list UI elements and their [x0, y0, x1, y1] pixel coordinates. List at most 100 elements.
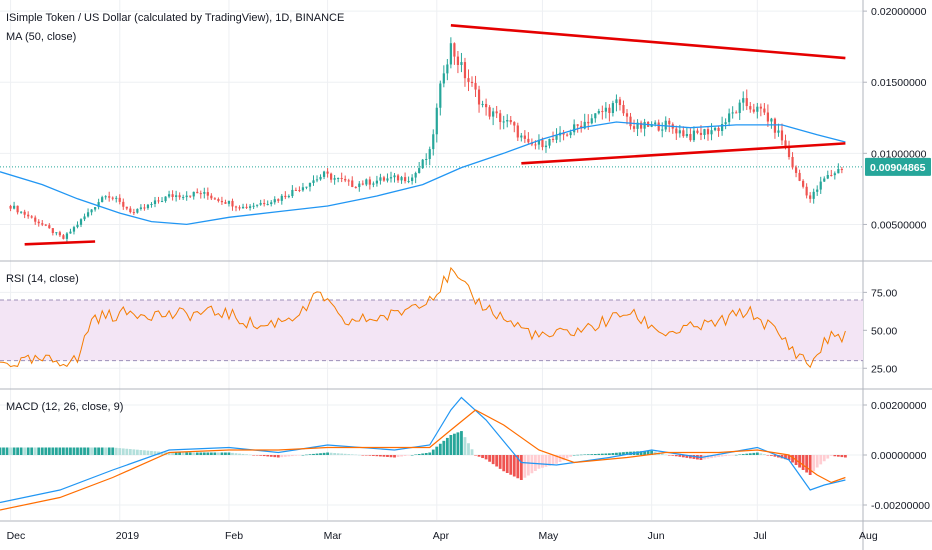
- candle-body: [432, 134, 435, 150]
- candle-body: [94, 207, 97, 210]
- candle-body: [601, 111, 604, 113]
- candle-body: [636, 122, 639, 129]
- macd-histogram-bar: [248, 454, 252, 456]
- macd-pane[interactable]: MACD (12, 26, close, 9): [0, 396, 847, 511]
- macd-histogram-bar: [343, 453, 347, 455]
- candle-body: [312, 180, 315, 183]
- macd-histogram-bar: [435, 446, 439, 455]
- candle-body: [365, 179, 368, 185]
- macd-histogram-bar: [586, 454, 590, 455]
- macd-histogram-bar: [58, 447, 62, 455]
- macd-histogram-bar: [100, 447, 104, 455]
- macd-histogram-bar: [30, 447, 34, 455]
- macd-histogram-bar: [604, 453, 608, 455]
- macd-histogram-bar: [23, 447, 27, 455]
- macd-histogram-bar: [467, 443, 470, 455]
- macd-histogram-bar: [569, 455, 573, 457]
- macd-histogram-bar: [329, 452, 333, 455]
- rsi-pane[interactable]: RSI (14, close): [0, 266, 863, 369]
- trendline[interactable]: [24, 240, 96, 246]
- candle-body: [780, 130, 784, 141]
- candle-body: [351, 180, 354, 187]
- macd-histogram-bar: [770, 455, 773, 456]
- candle-body: [742, 98, 745, 103]
- macd-histogram-bar: [368, 455, 372, 456]
- candle-body: [206, 192, 209, 196]
- candle-body: [111, 197, 114, 199]
- macd-histogram-bar: [195, 452, 199, 455]
- macd-histogram-bar: [231, 452, 234, 455]
- candle-body: [185, 195, 188, 198]
- candle-body: [488, 107, 491, 117]
- time-axis[interactable]: Dec 2019 Feb Mar Apr May Jun Jul Aug: [7, 530, 878, 542]
- candle-body: [153, 200, 157, 205]
- candle-body: [171, 194, 174, 197]
- trendline[interactable]: [521, 142, 846, 165]
- candle-body: [34, 217, 37, 222]
- candle-body: [685, 134, 688, 137]
- macd-histogram-bar: [576, 454, 580, 456]
- macd-histogram-bar: [121, 448, 125, 455]
- macd-histogram-bar: [340, 453, 344, 455]
- macd-histogram-bar: [745, 453, 749, 455]
- candle-body: [361, 183, 364, 185]
- macd-histogram-bar: [403, 455, 407, 456]
- candle-body: [456, 56, 460, 65]
- candle-body: [516, 125, 519, 138]
- macd-axis-label: 0.00200000: [871, 400, 927, 412]
- candle-body: [90, 209, 93, 213]
- macd-histogram-bar: [678, 455, 682, 457]
- macd-histogram-bar: [153, 451, 157, 455]
- macd-histogram-bar: [463, 437, 467, 455]
- candle-body: [551, 138, 555, 140]
- macd-histogram-bar: [484, 455, 488, 460]
- macd-histogram-bar: [516, 455, 520, 479]
- macd-histogram-bar: [590, 454, 594, 455]
- macd-histogram-bar: [583, 454, 587, 455]
- macd-histogram-bar: [600, 453, 604, 455]
- candle-body: [322, 171, 326, 177]
- price-axis[interactable]: 0.00500000 0.01000000 0.01500000 0.02000000…: [863, 6, 931, 512]
- candle-body: [379, 177, 382, 181]
- candle-body: [537, 139, 541, 145]
- candle-body: [477, 89, 481, 105]
- macd-histogram-bar: [748, 453, 752, 455]
- candle-body: [259, 203, 262, 205]
- macd-histogram-bar: [773, 455, 777, 457]
- trendline[interactable]: [450, 24, 846, 60]
- candle-body: [83, 216, 86, 220]
- candle-body: [358, 183, 361, 188]
- candle-body: [79, 219, 83, 225]
- candle-body: [527, 138, 530, 143]
- candle-body: [463, 62, 467, 79]
- candle-body: [777, 130, 780, 133]
- macd-histogram-bar: [259, 455, 263, 456]
- macd-histogram-bar: [791, 455, 794, 463]
- macd-histogram-bar: [713, 455, 717, 458]
- macd-histogram-bar: [414, 454, 418, 455]
- candle-body: [643, 121, 646, 129]
- rsi-legend: RSI (14, close): [6, 273, 79, 285]
- macd-histogram-bar: [107, 447, 111, 455]
- macd-histogram-bar: [47, 447, 51, 455]
- candle-body: [284, 195, 287, 198]
- candle-body: [573, 124, 576, 133]
- price-pane[interactable]: ISimple Token / US Dollar (calculated by…: [0, 12, 863, 246]
- macd-histogram-bar: [819, 455, 823, 465]
- candle-body: [86, 212, 90, 217]
- macd-histogram-bar: [375, 455, 379, 457]
- macd-histogram-bar: [674, 455, 678, 457]
- candle-body: [58, 232, 61, 236]
- candle-body: [178, 195, 181, 198]
- macd-histogram-bar: [488, 455, 492, 462]
- candle-body: [682, 130, 685, 137]
- candle-body: [231, 200, 234, 207]
- candle-body: [728, 113, 731, 123]
- candle-body: [802, 180, 805, 187]
- candle-body: [400, 177, 403, 181]
- macd-histogram-bar: [636, 451, 639, 455]
- candle-body: [245, 206, 248, 208]
- candle-body: [544, 145, 548, 148]
